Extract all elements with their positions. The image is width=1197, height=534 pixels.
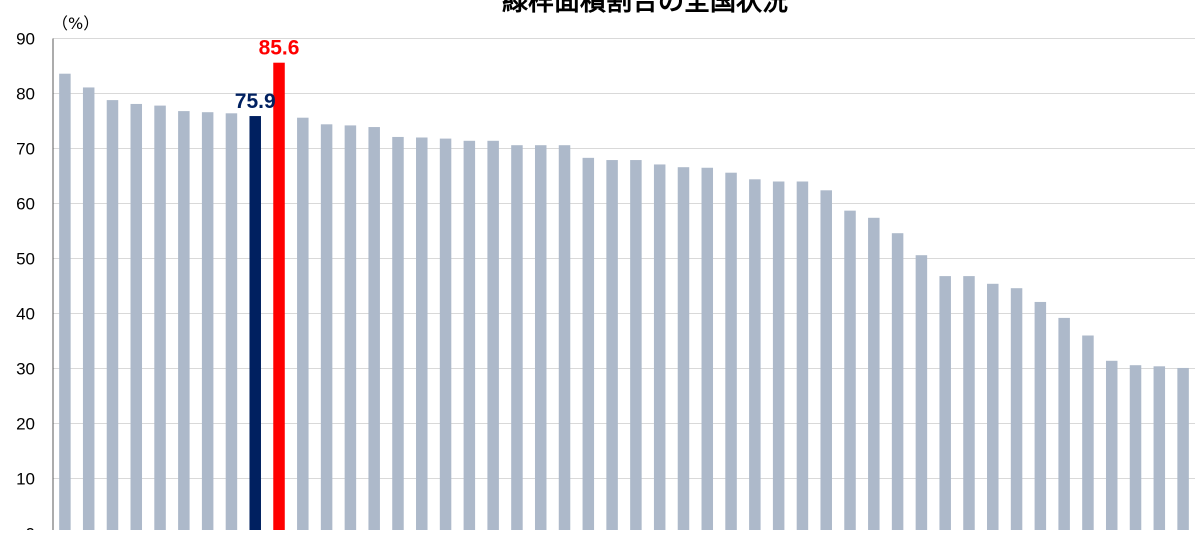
- bar: [511, 145, 523, 534]
- bar: [987, 283, 999, 534]
- bar: [1082, 335, 1094, 534]
- data-labels: 75.9 85.6: [235, 37, 300, 113]
- bar: [653, 164, 666, 534]
- bar: [154, 105, 166, 534]
- bar: [463, 140, 476, 534]
- bar: [701, 167, 714, 534]
- y-tick-label: 90: [16, 30, 35, 49]
- bar: [534, 145, 547, 534]
- chart-title: 緑样面積割合の全国状況: [502, 0, 788, 17]
- y-tick-label: 30: [16, 360, 35, 379]
- bar: [963, 276, 975, 534]
- bar: [1034, 301, 1047, 534]
- y-tick-label: 0: [26, 525, 35, 531]
- bar: [59, 73, 71, 534]
- highlighted-bar: [249, 116, 261, 534]
- bar: [392, 136, 404, 534]
- bar: [1058, 317, 1070, 534]
- bar: [868, 217, 880, 534]
- bar: [82, 87, 95, 534]
- bar: [630, 160, 642, 534]
- bar: [749, 179, 761, 534]
- bar: [1129, 365, 1142, 534]
- y-tick-label: 10: [16, 470, 35, 489]
- bar-data-label: 85.6: [259, 37, 300, 60]
- bar: [416, 137, 428, 534]
- bar: [677, 167, 690, 534]
- bar: [320, 124, 333, 534]
- bar: [487, 140, 499, 534]
- bar-data-label: 75.9: [235, 90, 276, 113]
- bar: [1177, 367, 1189, 534]
- bar: [297, 117, 309, 534]
- highlighted-bar: [273, 62, 285, 534]
- bar: [725, 172, 737, 534]
- bar: [820, 190, 832, 534]
- bar: [844, 210, 856, 534]
- bar: [368, 127, 380, 534]
- bars: [59, 62, 1189, 534]
- y-tick-label: 20: [16, 415, 35, 434]
- bar: [225, 113, 238, 534]
- bar: [558, 145, 571, 534]
- y-axis-ticks: 0 10 20 30 40 50 60 70 80 90: [16, 30, 35, 534]
- bar: [178, 111, 190, 534]
- bar: [772, 181, 785, 534]
- bar: [130, 103, 143, 534]
- y-axis-unit-label: （%）: [52, 14, 99, 33]
- bar: [1105, 360, 1118, 534]
- gridlines: [52, 38, 1195, 534]
- bar: [1153, 366, 1166, 534]
- bar: [606, 160, 618, 534]
- bar: [201, 112, 214, 534]
- y-tick-label: 60: [16, 195, 35, 214]
- bar: [439, 138, 452, 534]
- y-tick-label: 80: [16, 85, 35, 104]
- bar: [891, 233, 904, 534]
- bar: [796, 181, 809, 534]
- bar: [1010, 288, 1023, 534]
- bar: [939, 276, 951, 534]
- bar: [582, 157, 595, 534]
- y-tick-label: 50: [16, 250, 35, 269]
- bar: [106, 100, 119, 534]
- bar: [344, 125, 357, 534]
- y-tick-label: 70: [16, 140, 35, 159]
- y-tick-label: 40: [16, 305, 35, 324]
- bar: [915, 255, 928, 534]
